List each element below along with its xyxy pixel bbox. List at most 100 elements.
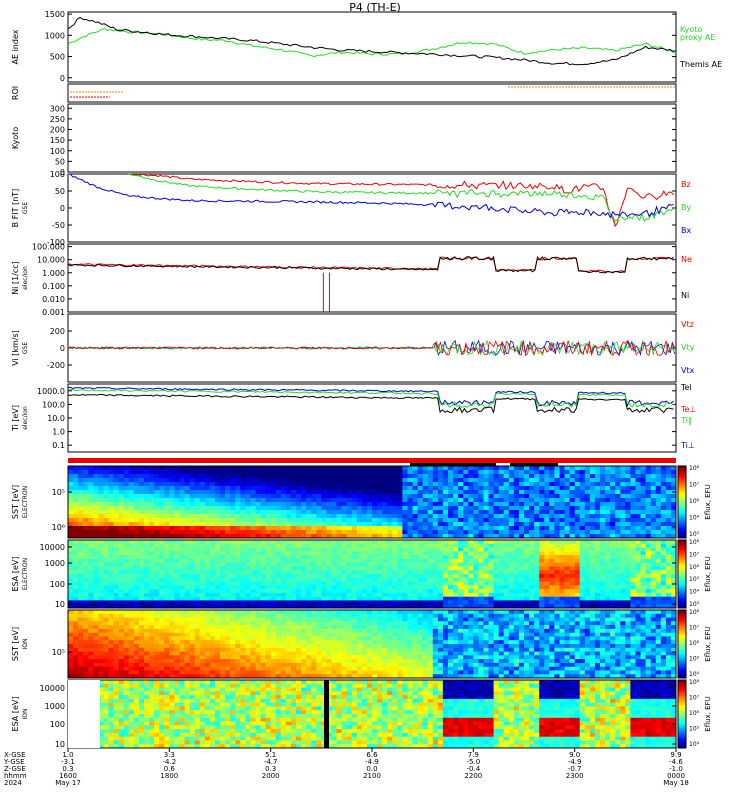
- esa_e-cell: [83, 558, 89, 564]
- esa_e-cell: [93, 558, 99, 564]
- sst_i-cell: [128, 613, 135, 619]
- esa_e-cell: [635, 577, 642, 583]
- sst_e-cell: [463, 518, 469, 523]
- sst_e-cell: [377, 506, 383, 511]
- sst_e-cell: [194, 534, 201, 539]
- esa_e-cell: [635, 558, 642, 564]
- sst_e-cell: [650, 514, 657, 519]
- esa_e-cell: [579, 543, 586, 549]
- sst_e-cell: [534, 526, 540, 531]
- sst_e-cell: [645, 534, 652, 539]
- sst_e-cell: [361, 474, 368, 479]
- sst_i-cell: [118, 655, 125, 660]
- esa_e-cell: [73, 570, 79, 575]
- esa_e-cell: [194, 543, 201, 549]
- esa_e-cell: [240, 570, 246, 575]
- sst_i-cell: [149, 617, 155, 622]
- esa_e-cell: [605, 558, 611, 564]
- sst_e-cell: [448, 510, 454, 515]
- esa_e-cell: [539, 596, 545, 601]
- sst_e-cell: [488, 514, 495, 519]
- esa_e-cell: [437, 577, 444, 583]
- esa_e-cell: [235, 581, 241, 586]
- sst_e-cell: [306, 466, 312, 471]
- sst_i-cell: [68, 666, 74, 671]
- sst_e-cell: [488, 486, 495, 491]
- sst_e-cell: [549, 510, 555, 515]
- sst_e-cell: [98, 506, 104, 511]
- sst_e-cell: [331, 494, 338, 499]
- esa_e-cell: [184, 604, 191, 609]
- sst_e-cell: [189, 518, 196, 523]
- esa_e-cell: [93, 585, 99, 590]
- esa_e-cell: [539, 570, 545, 575]
- sst_e-cell: [270, 530, 277, 535]
- esa_e-cell: [290, 547, 297, 552]
- esa_e-cell: [600, 600, 606, 605]
- sst_e-cell: [184, 482, 191, 487]
- esa_e-cell: [518, 574, 525, 579]
- esa_e-cell: [270, 547, 277, 552]
- sst_e-cell: [422, 534, 429, 539]
- sst_i-cell: [88, 625, 94, 630]
- esa_e-cell: [605, 570, 611, 575]
- sst_e-cell: [149, 530, 155, 535]
- sst_e-cell: [539, 522, 545, 527]
- sst_e-cell: [650, 534, 657, 539]
- sst_e-cell: [159, 470, 165, 475]
- esa_e-cell: [554, 585, 560, 590]
- esa_e-cell: [270, 574, 277, 579]
- sst_e-cell: [549, 506, 555, 511]
- esa_e-cell: [159, 596, 165, 601]
- esa_e-cell: [296, 562, 302, 567]
- sst_e-cell: [478, 510, 484, 515]
- sst_e-cell: [240, 502, 246, 507]
- sst_e-cell: [220, 534, 226, 539]
- ae-tick-label: 0: [60, 74, 65, 83]
- sst_e-cell: [529, 514, 535, 519]
- esa_e-cell: [605, 585, 611, 590]
- sst_e-cell: [296, 502, 302, 507]
- esa_e-cell: [285, 574, 292, 579]
- sst_e-cell: [311, 510, 317, 515]
- sst_e-cell: [625, 498, 631, 503]
- sst_e-cell: [144, 478, 150, 483]
- esa_e-cell: [417, 555, 424, 560]
- sst_i-cell: [78, 670, 84, 675]
- sst_e-cell: [594, 506, 601, 511]
- sst_i-cell: [78, 621, 84, 626]
- esa_e-cell: [78, 574, 84, 579]
- esa_e-cell: [159, 574, 165, 579]
- sst_e-cell: [605, 486, 611, 491]
- esa_e-cell: [93, 600, 99, 605]
- sst_e-cell: [564, 518, 571, 523]
- sst_e-cell: [78, 482, 84, 487]
- sst_e-cell: [346, 466, 353, 471]
- sst_i-cell: [144, 628, 150, 634]
- sst_e-cell: [498, 534, 505, 539]
- sst_e-cell: [285, 486, 292, 491]
- sst_i-cell: [103, 662, 110, 668]
- esa_e-cell: [468, 589, 474, 594]
- sst_e-cell: [351, 522, 358, 527]
- sst_i-cell: [108, 632, 115, 637]
- esa_e-cell: [493, 574, 500, 579]
- esa_e-cell: [554, 540, 560, 545]
- sst_e-cell: [554, 526, 560, 531]
- sst_e-cell: [508, 494, 515, 499]
- esa_e-cell: [584, 555, 591, 560]
- esa_e-cell: [316, 543, 322, 549]
- esa_e-cell: [149, 581, 155, 586]
- esa_e-cell: [645, 540, 652, 545]
- esa_e-cell: [600, 562, 606, 567]
- sst_e-cell: [265, 466, 272, 471]
- sst_e-cell: [610, 494, 616, 499]
- sst_e-cell: [503, 490, 510, 495]
- sst_e-cell: [189, 470, 196, 475]
- esa_e-cell: [245, 540, 251, 545]
- esa_e-cell: [508, 543, 515, 549]
- sst_e-cell: [230, 522, 236, 527]
- esa_e-cell: [463, 589, 469, 594]
- esa_e-cell: [493, 566, 500, 571]
- esa_e-cbar-cell: [678, 567, 686, 570]
